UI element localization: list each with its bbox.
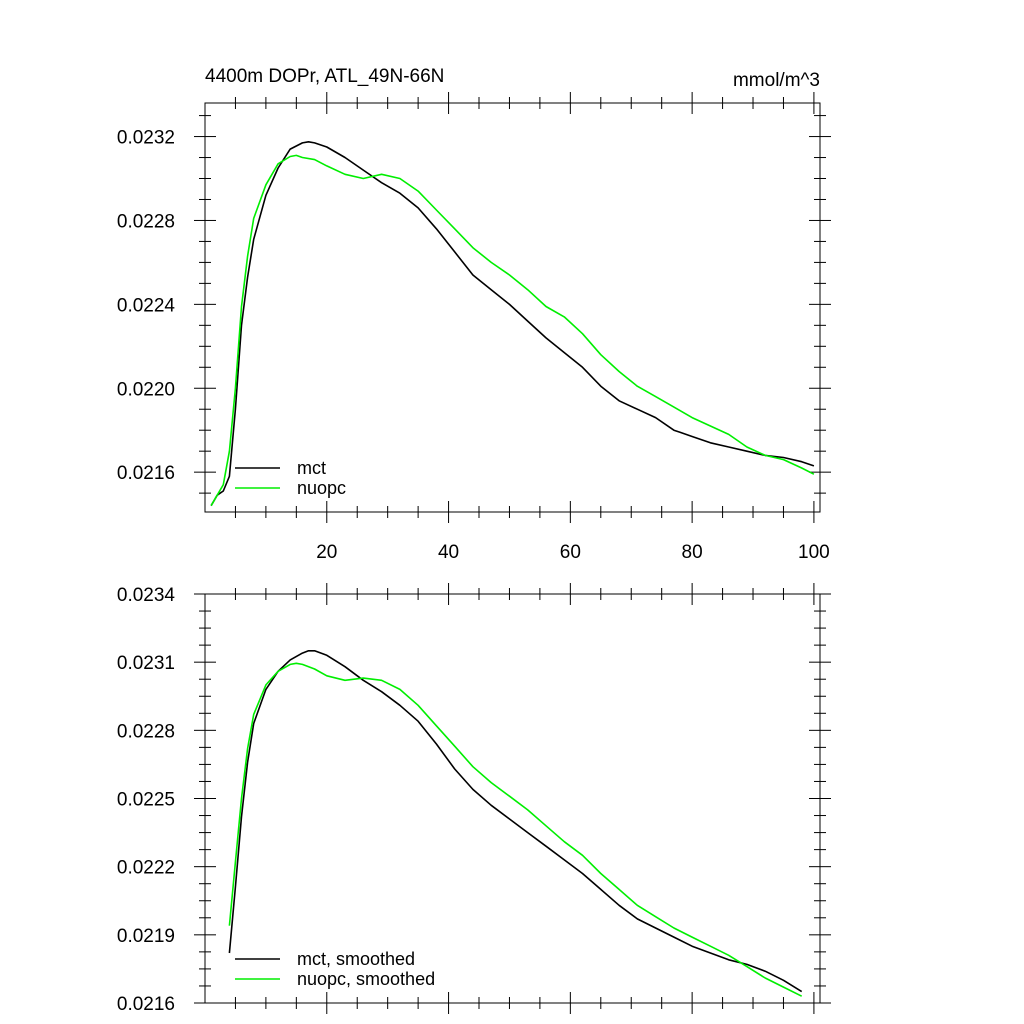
y-tick-label: 0.0225 [117,790,175,811]
y-tick-label: 0.0216 [117,994,175,1015]
y-tick-label: 0.0234 [117,585,176,606]
x-tick-label: 40 [438,542,459,563]
series-line-mct [210,141,815,507]
y-tick-label: 0.0224 [117,295,176,316]
y-tick-label: 0.0216 [117,463,175,484]
series-line-nuopc-smoothed [228,662,803,997]
y-tick-label: 0.0222 [117,858,175,879]
plot-frame [204,102,821,513]
x-tick-label: 20 [316,542,337,563]
chart-units: mmol/m^3 [733,70,820,91]
legend-label: nuopc, smoothed [297,969,435,989]
chart-title: 4400m DOPr, ATL_49N-66N [205,66,444,87]
x-tick-label: 100 [798,542,830,563]
y-tick-label: 0.0228 [117,211,175,232]
series-line-nuopc [210,154,815,507]
legend-label: nuopc [297,478,346,498]
legend-label: mct [297,458,326,478]
bottom-panel: 0.0216 0.0219 0.0222 0.0225 0.0228 0.0231 0.02… [117,583,831,1015]
legend-label: mct, smoothed [297,949,415,969]
series-line-mct-smoothed [228,649,803,993]
x-tick-label: 80 [682,542,703,563]
y-tick-label: 0.0219 [117,926,175,947]
top-panel: 20 40 60 80 100 0.0216 0.0220 0.0224 0.0228 0.023… [117,92,831,563]
x-tick-label: 60 [560,542,581,563]
y-tick-label: 0.0228 [117,721,175,742]
y-tick-label: 0.0232 [117,128,175,149]
y-tick-label: 0.0231 [117,653,175,674]
y-tick-label: 0.0220 [117,379,175,400]
